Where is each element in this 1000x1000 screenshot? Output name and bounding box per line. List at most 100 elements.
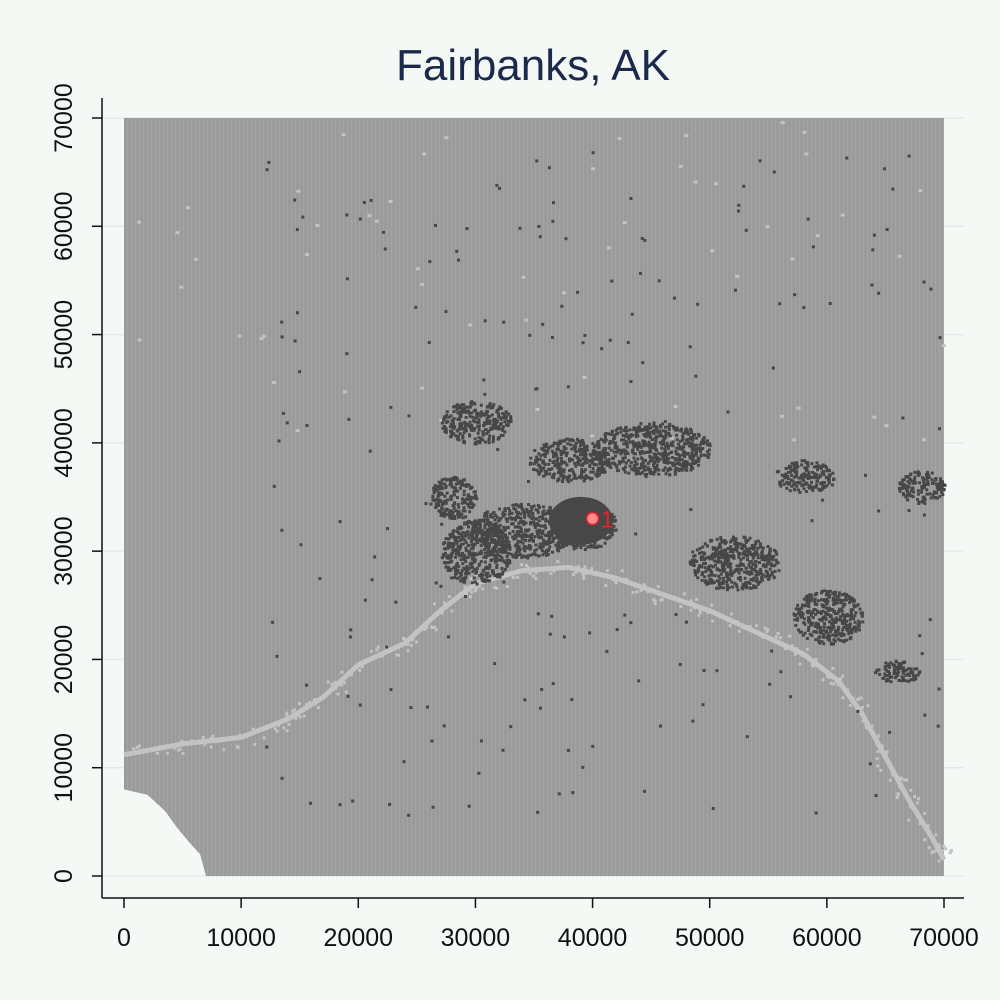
developed-pixel xyxy=(617,460,621,464)
developed-pixel xyxy=(531,552,535,556)
developed-pixel xyxy=(485,544,489,548)
developed-pixel xyxy=(592,463,596,467)
developed-pixel xyxy=(432,491,436,495)
developed-pixel xyxy=(475,570,479,574)
developed-pixel xyxy=(901,491,905,495)
developed-pixel xyxy=(474,536,478,540)
developed-pixel xyxy=(808,599,812,603)
developed-pixel xyxy=(608,442,612,446)
developed-pixel xyxy=(689,427,693,431)
developed-pixel xyxy=(922,513,926,517)
developed-pixel xyxy=(727,577,731,581)
developed-pixel xyxy=(455,437,459,441)
developed-pixel xyxy=(740,547,744,551)
developed-pixel xyxy=(690,563,694,567)
developed-pixel xyxy=(447,635,451,639)
developed-pixel xyxy=(743,570,747,574)
developed-pixel xyxy=(499,540,503,544)
river-pixel xyxy=(884,424,889,428)
river-pixel xyxy=(185,740,189,744)
developed-pixel xyxy=(676,442,680,446)
developed-pixel xyxy=(768,553,772,557)
developed-pixel xyxy=(643,473,647,477)
developed-pixel xyxy=(471,561,475,565)
developed-pixel xyxy=(897,678,901,682)
developed-pixel xyxy=(925,488,929,492)
developed-pixel xyxy=(501,433,505,437)
developed-pixel xyxy=(681,434,685,438)
river-pixel xyxy=(471,586,475,590)
developed-pixel xyxy=(778,302,782,306)
developed-pixel xyxy=(623,456,627,460)
developed-pixel xyxy=(901,485,905,489)
developed-pixel xyxy=(626,452,630,456)
developed-pixel xyxy=(503,416,507,420)
developed-pixel xyxy=(748,565,752,569)
river-pixel xyxy=(896,792,900,796)
developed-pixel xyxy=(386,527,390,531)
developed-pixel xyxy=(496,437,500,441)
developed-pixel xyxy=(476,530,480,534)
developed-pixel xyxy=(851,608,855,612)
river-pixel xyxy=(827,675,831,679)
developed-pixel xyxy=(566,385,570,389)
developed-pixel xyxy=(710,538,714,542)
developed-pixel xyxy=(565,437,569,441)
developed-pixel xyxy=(458,432,462,436)
river-pixel xyxy=(895,796,899,800)
river-pixel xyxy=(469,576,473,580)
developed-pixel xyxy=(497,415,501,419)
developed-pixel xyxy=(521,541,525,545)
developed-pixel xyxy=(662,442,666,446)
river-pixel xyxy=(898,785,902,789)
developed-pixel xyxy=(654,459,658,463)
river-pixel xyxy=(447,595,451,599)
developed-pixel xyxy=(811,610,815,614)
developed-pixel xyxy=(449,477,453,481)
developed-pixel xyxy=(475,497,479,501)
developed-pixel xyxy=(451,419,455,423)
developed-pixel xyxy=(898,666,902,670)
developed-pixel xyxy=(728,554,732,558)
developed-pixel xyxy=(699,454,703,458)
developed-pixel xyxy=(492,418,496,422)
developed-pixel xyxy=(434,581,438,585)
developed-pixel xyxy=(595,471,599,475)
developed-pixel xyxy=(445,478,449,482)
developed-pixel xyxy=(460,533,464,537)
developed-pixel xyxy=(527,528,531,532)
river-pixel xyxy=(825,674,829,678)
developed-pixel xyxy=(558,468,562,472)
developed-pixel xyxy=(578,453,582,457)
developed-pixel xyxy=(502,413,506,417)
developed-pixel xyxy=(941,493,945,497)
developed-pixel xyxy=(490,553,494,557)
developed-pixel xyxy=(562,460,566,464)
river-pixel xyxy=(472,583,476,587)
developed-pixel xyxy=(295,311,299,315)
developed-pixel xyxy=(717,580,721,584)
developed-pixel xyxy=(837,632,841,636)
river-pixel xyxy=(689,608,693,612)
developed-pixel xyxy=(267,160,271,164)
developed-pixel xyxy=(349,628,353,632)
developed-pixel xyxy=(536,508,540,512)
developed-pixel xyxy=(471,419,475,423)
river-pixel xyxy=(175,231,180,235)
developed-pixel xyxy=(439,500,443,504)
river-pixel xyxy=(294,716,298,720)
developed-pixel xyxy=(529,534,533,538)
y-tick-label: 10000 xyxy=(50,733,78,803)
developed-pixel xyxy=(854,627,858,631)
river-pixel xyxy=(788,634,792,638)
developed-pixel xyxy=(688,562,692,566)
developed-pixel xyxy=(539,454,543,458)
developed-pixel xyxy=(616,447,620,451)
developed-pixel xyxy=(538,505,542,509)
developed-pixel xyxy=(444,486,448,490)
location-marker-group: 1 xyxy=(585,507,614,534)
developed-pixel xyxy=(662,437,666,441)
developed-pixel xyxy=(515,534,519,538)
developed-pixel xyxy=(664,472,668,476)
developed-pixel xyxy=(473,580,477,584)
